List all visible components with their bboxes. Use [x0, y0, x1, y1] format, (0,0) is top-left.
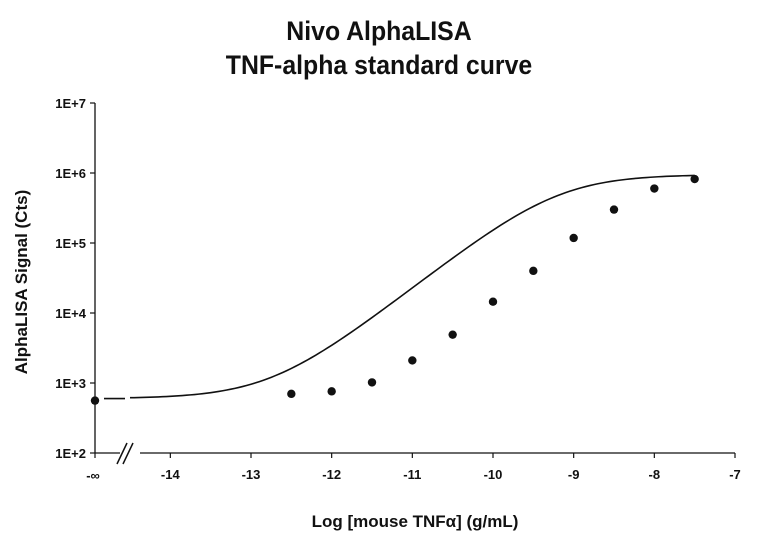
data-point — [650, 184, 659, 193]
x-tick-label: -8 — [649, 467, 661, 482]
data-point — [569, 233, 578, 243]
data-point — [690, 174, 699, 184]
chart-title: Nivo AlphaLISA TNF-alpha standard curve — [30, 14, 727, 82]
x-axis-title: Log [mouse TNFα] (g/mL) — [312, 512, 519, 531]
y-tick-label: 1E+6 — [55, 166, 86, 181]
y-axis-title: AlphaLISA Signal (Cts) — [12, 190, 31, 375]
y-tick-label: 1E+3 — [55, 376, 86, 391]
data-point-zero — [90, 396, 100, 405]
data-point — [609, 205, 619, 214]
y-tick-label: 1E+7 — [55, 96, 86, 111]
data-point — [367, 378, 377, 387]
x-tick-label: -11 — [403, 467, 421, 482]
data-point — [287, 389, 296, 399]
data-point — [448, 330, 457, 339]
x-tick-label: -7 — [729, 467, 741, 482]
axis-break-mark — [116, 442, 128, 465]
x-axis-ticks: -14 -13 -12 -11 -10 -9 -8 -7 -∞ — [86, 453, 741, 483]
axes — [94, 103, 735, 465]
x-break-label: -∞ — [86, 468, 100, 483]
data-point — [529, 266, 538, 276]
y-tick-label: 1E+4 — [55, 306, 86, 321]
y-axis-ticks: 1E+2 1E+3 1E+4 1E+5 1E+6 1E+7 — [55, 96, 95, 461]
data-point — [408, 356, 417, 365]
data-point — [327, 387, 336, 396]
chart-title-line-1: Nivo AlphaLISA — [286, 16, 472, 46]
x-tick-label: -10 — [484, 467, 503, 482]
data-point — [488, 297, 498, 306]
x-tick-label: -13 — [242, 467, 261, 482]
x-tick-label: -12 — [322, 467, 341, 482]
x-tick-label: -9 — [568, 467, 580, 482]
y-tick-label: 1E+2 — [55, 446, 86, 461]
axis-break-mark — [122, 442, 134, 465]
fit-curve — [104, 174, 695, 400]
x-tick-label: -14 — [161, 467, 181, 482]
y-tick-label: 1E+5 — [55, 236, 86, 251]
data-points — [90, 174, 699, 405]
chart-title-line-2: TNF-alpha standard curve — [225, 50, 533, 80]
